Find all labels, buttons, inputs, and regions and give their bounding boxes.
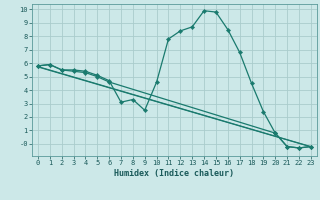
X-axis label: Humidex (Indice chaleur): Humidex (Indice chaleur) [115, 169, 234, 178]
